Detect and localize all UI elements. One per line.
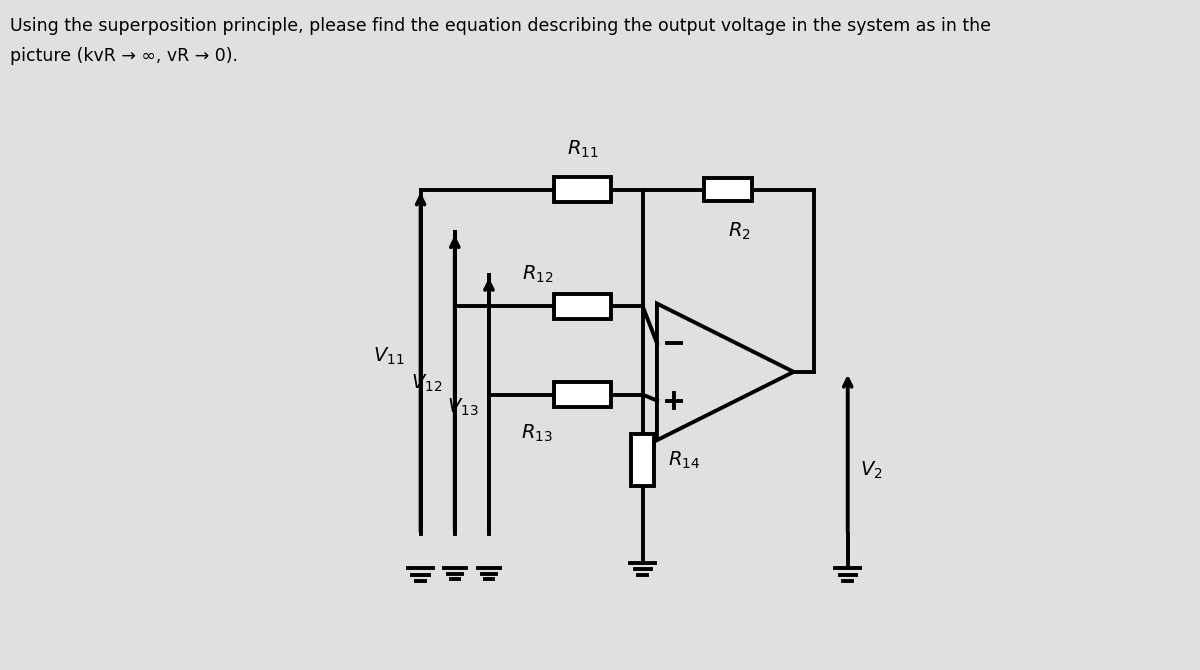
Text: $R_{13}$: $R_{13}$ (522, 423, 553, 444)
Bar (554, 382, 611, 407)
Bar (554, 293, 611, 319)
Text: $R_{12}$: $R_{12}$ (522, 263, 553, 285)
Text: $V_{2}$: $V_{2}$ (860, 460, 883, 481)
Text: $R_{2}$: $R_{2}$ (728, 221, 751, 243)
Text: $V_{12}$: $V_{12}$ (410, 373, 443, 394)
Text: $R_{14}$: $R_{14}$ (668, 450, 701, 471)
Bar (631, 434, 654, 486)
Text: $V_{11}$: $V_{11}$ (373, 346, 404, 367)
Text: $R_{11}$: $R_{11}$ (568, 139, 599, 160)
Text: Using the superposition principle, please find the equation describing the outpu: Using the superposition principle, pleas… (10, 17, 991, 35)
Bar (704, 178, 752, 201)
Text: picture (kvR → ∞, vR → 0).: picture (kvR → ∞, vR → 0). (10, 47, 238, 65)
Text: $V_{13}$: $V_{13}$ (448, 397, 479, 418)
Bar (554, 177, 611, 202)
